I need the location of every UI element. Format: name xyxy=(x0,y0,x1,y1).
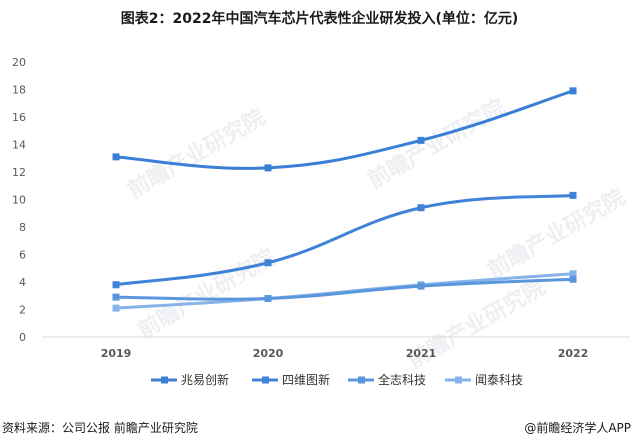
y-tick-label: 8 xyxy=(19,221,26,234)
x-tick-label: 2019 xyxy=(101,347,132,360)
data-point-marker xyxy=(112,153,120,161)
legend: 兆易创新 四维图新 全志科技 闻泰科技 xyxy=(151,372,523,387)
watermark-text: 前瞻产业研究院 xyxy=(363,94,509,194)
series-line xyxy=(114,193,575,287)
data-point-marker xyxy=(112,304,120,312)
legend-label: 兆易创新 xyxy=(181,372,229,387)
legend-item: 四维图新 xyxy=(252,372,330,387)
y-tick-label: 16 xyxy=(12,111,26,124)
legend-swatch-marker xyxy=(161,376,168,384)
data-point-marker xyxy=(569,270,577,278)
series-line xyxy=(114,277,575,301)
series-四维图新 xyxy=(112,191,577,289)
data-point-marker xyxy=(264,259,272,267)
x-axis-ticks: 2019 2020 2021 2022 xyxy=(101,347,589,360)
series-line xyxy=(114,89,575,170)
y-tick-label: 10 xyxy=(12,194,26,207)
watermark-text: 前瞻产业研究院 xyxy=(123,104,269,204)
y-tick-label: 20 xyxy=(12,56,26,69)
legend-swatch-marker xyxy=(358,376,365,384)
data-point-marker xyxy=(417,204,425,212)
chart-title: 图表2：2022年中国汽车芯片代表性企业研发投入(单位：亿元) xyxy=(120,11,519,27)
x-tick-label: 2022 xyxy=(558,347,589,360)
legend-swatch-marker xyxy=(455,376,462,384)
data-point-marker xyxy=(112,281,120,289)
y-tick-label: 6 xyxy=(19,249,26,262)
y-tick-label: 0 xyxy=(19,331,26,344)
y-tick-label: 12 xyxy=(12,166,26,179)
x-tick-label: 2020 xyxy=(253,347,284,360)
series-兆易创新 xyxy=(112,87,577,172)
series-layer xyxy=(112,87,577,312)
data-point-marker xyxy=(569,191,577,199)
data-point-marker xyxy=(569,275,577,283)
y-tick-label: 18 xyxy=(12,84,26,97)
data-point-marker xyxy=(264,164,272,172)
y-tick-label: 4 xyxy=(19,276,26,289)
legend-swatch-marker xyxy=(262,376,269,384)
series-全志科技 xyxy=(112,275,577,302)
legend-label: 全志科技 xyxy=(378,372,426,387)
brand-credit: @前瞻经济学人APP xyxy=(524,421,631,435)
legend-label: 四维图新 xyxy=(282,372,330,387)
legend-item: 兆易创新 xyxy=(151,372,229,387)
data-point-marker xyxy=(569,87,577,95)
data-point-marker xyxy=(112,293,120,301)
legend-item: 全志科技 xyxy=(348,372,426,387)
data-point-marker xyxy=(264,295,272,302)
y-axis-ticks: 0 2 4 6 8 10 12 14 16 18 20 xyxy=(12,56,26,344)
data-point-marker xyxy=(417,282,425,290)
watermark-text: 前瞻产业研究院 xyxy=(133,244,279,344)
source-note: 资料来源：公司公报 前瞻产业研究院 xyxy=(2,421,198,435)
y-tick-label: 2 xyxy=(19,304,26,317)
legend-item: 闻泰科技 xyxy=(445,373,523,387)
data-point-marker xyxy=(417,136,425,144)
y-tick-label: 14 xyxy=(12,139,26,152)
legend-label: 闻泰科技 xyxy=(475,373,523,387)
x-tick-label: 2021 xyxy=(406,347,437,360)
